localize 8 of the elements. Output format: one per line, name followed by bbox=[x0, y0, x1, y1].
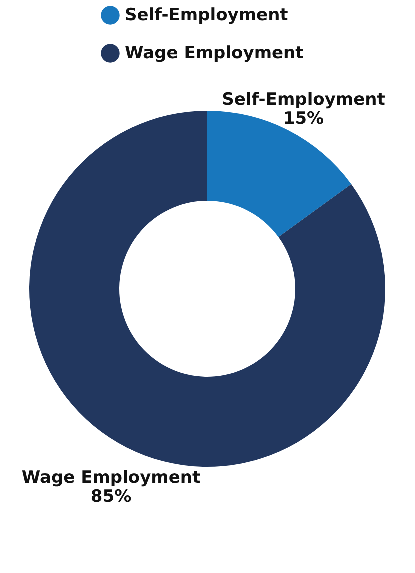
legend-label: Wage Employment bbox=[125, 44, 304, 64]
donut-slice bbox=[30, 111, 386, 467]
data-label: 85% bbox=[90, 486, 132, 507]
donut-slice bbox=[208, 111, 352, 238]
slice-label: Wage Employment bbox=[22, 468, 201, 488]
slice-label: Self-Employment bbox=[222, 90, 386, 110]
legend-label: Self-Employment bbox=[125, 6, 288, 26]
data-label: 15% bbox=[283, 109, 324, 130]
